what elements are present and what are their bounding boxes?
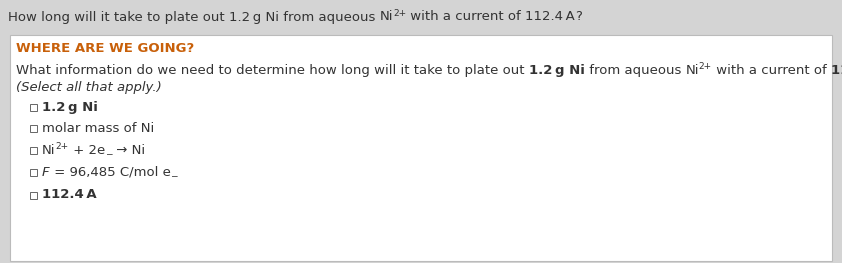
- Text: WHERE ARE WE GOING?: WHERE ARE WE GOING?: [16, 42, 195, 54]
- Text: from aqueous: from aqueous: [279, 11, 380, 23]
- Bar: [0, 0, 842, 33]
- Text: Ni: Ni: [685, 63, 699, 77]
- Text: Ni: Ni: [380, 11, 393, 23]
- Text: ?: ?: [575, 11, 582, 23]
- Text: with a current of: with a current of: [406, 11, 525, 23]
- Text: from aqueous: from aqueous: [584, 63, 685, 77]
- Text: What information do we need to determine how long will it take to plate out: What information do we need to determine…: [16, 63, 529, 77]
- Text: 2+: 2+: [56, 142, 69, 151]
- Text: with a current of: with a current of: [711, 63, 831, 77]
- Text: 1.2 g Ni: 1.2 g Ni: [529, 63, 584, 77]
- Text: 2+: 2+: [393, 9, 406, 18]
- Text: → Ni: → Ni: [112, 144, 146, 156]
- Bar: [30, 169, 37, 175]
- Text: (Select all that apply.): (Select all that apply.): [16, 82, 162, 94]
- Text: + 2e: + 2e: [69, 144, 105, 156]
- Text: 112.4 A: 112.4 A: [831, 63, 842, 77]
- Text: 112.4 A: 112.4 A: [42, 189, 97, 201]
- Text: −: −: [170, 171, 178, 180]
- Text: 1.2 g Ni: 1.2 g Ni: [42, 102, 98, 114]
- Text: 2+: 2+: [699, 62, 711, 71]
- Text: −: −: [105, 149, 112, 158]
- Text: 112.4 A: 112.4 A: [525, 11, 575, 23]
- Text: 1.2 g Ni: 1.2 g Ni: [229, 11, 279, 23]
- Bar: [10, 35, 832, 261]
- Bar: [30, 124, 37, 132]
- Bar: [30, 104, 37, 112]
- Bar: [30, 191, 37, 199]
- Text: Ni: Ni: [42, 144, 56, 156]
- Text: = 96,485 C/mol e: = 96,485 C/mol e: [50, 165, 170, 179]
- Text: molar mass of Ni: molar mass of Ni: [42, 122, 154, 134]
- Text: F: F: [42, 165, 50, 179]
- Text: How long will it take to plate out: How long will it take to plate out: [8, 11, 229, 23]
- Bar: [30, 146, 37, 154]
